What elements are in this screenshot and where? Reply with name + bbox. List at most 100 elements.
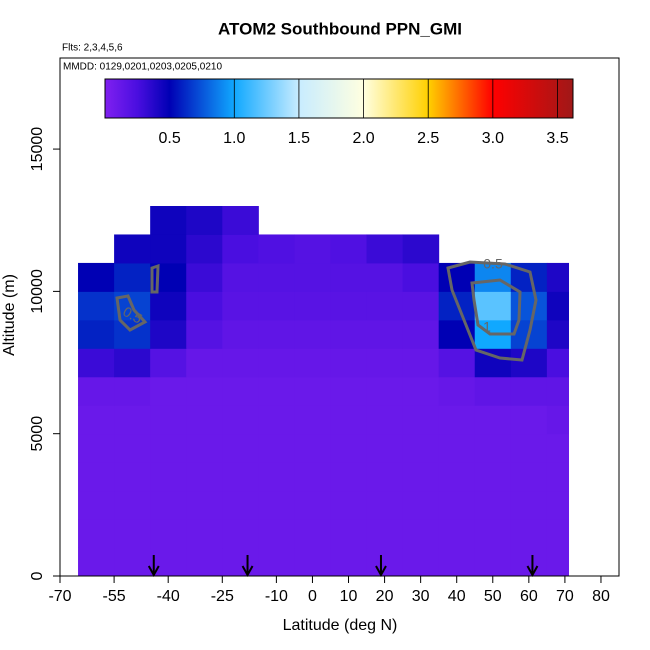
heatmap-cell [186,433,223,463]
heatmap-cell [78,319,115,349]
heatmap-cell [186,206,223,235]
y-tick-label: 15000 [29,127,46,172]
heatmap-cell [78,348,115,378]
heatmap-cell [402,433,440,463]
heatmap-cell [222,262,259,292]
heatmap-cell [186,405,223,435]
heatmap-cell [438,519,476,549]
heatmap-cell [186,348,223,378]
heatmap-cell [546,519,570,549]
heatmap-cell [330,490,368,520]
heatmap-cell [474,405,512,435]
heatmap-cell [510,547,548,577]
heatmap-cell [150,319,187,349]
heatmap-cell [366,405,404,435]
heatmap-cell [402,348,440,378]
heatmap-cell [402,234,440,264]
heatmap-cell [330,319,368,349]
heatmap-cell [366,433,404,463]
x-tick-label: 20 [376,588,394,605]
colorbar-tick-label: 3.5 [546,130,568,147]
heatmap-cell [438,348,476,378]
heatmap-cell [474,291,512,321]
heatmap-cell [150,462,187,492]
heatmap-cell [114,348,151,378]
heatmap-cell [438,462,476,492]
heatmap-cell [402,376,440,406]
heatmap-cell [366,547,404,577]
colorbar-tick-label: 3.0 [482,130,504,147]
y-axis-label: Altitude (m) [1,274,18,356]
heatmap-cell [330,405,368,435]
heatmap-cell [114,547,151,577]
heatmap-cell [222,319,259,349]
y-tick-label: 5000 [29,416,46,452]
heatmap-cell [258,405,295,435]
heatmap-cell [402,405,440,435]
contour-label: 0.5 [483,256,503,272]
x-tick-label: -70 [48,588,71,605]
heatmap-cell [186,490,223,520]
contour-label: 1 [483,319,491,335]
heatmap-cell [402,490,440,520]
heatmap-cell [402,319,440,349]
heatmap-cell [330,376,368,406]
heatmap-cell [222,348,259,378]
heatmap-cell [366,348,404,378]
heatmap-cell [474,490,512,520]
colorbar-tick-label: 1.0 [223,130,245,147]
heatmap-cell [186,376,223,406]
heatmap-cell [402,547,440,577]
contours [115,260,538,362]
heatmap-cell [114,234,151,264]
x-tick-label: 30 [412,588,430,605]
heatmap-cell [294,348,331,378]
heatmap-cell [402,462,440,492]
heatmap-cell [366,262,404,292]
heatmap-cell [114,462,151,492]
heatmap-cell [114,319,151,349]
x-tick-label: -10 [265,588,288,605]
marker-arrowhead [241,565,254,578]
x-tick-label: 70 [556,588,574,605]
heatmap-cell [186,234,223,264]
subtitle: Flts: 2,3,4,5,6 [62,43,123,54]
heatmap-cell [222,433,259,463]
heatmap-cell [366,376,404,406]
heatmap-cell [258,319,295,349]
x-tick-label: 60 [520,588,538,605]
heatmap-cell [366,291,404,321]
heatmap-cell [78,376,115,406]
heatmap-cell [222,462,259,492]
heatmap-cell [186,462,223,492]
heatmap-cell [150,433,187,463]
heatmap-cell [258,348,295,378]
heatmap-cell [294,405,331,435]
heatmap-cell [474,547,512,577]
heatmap-cell [330,348,368,378]
heatmap-cell [546,462,570,492]
heatmap-cell [222,547,259,577]
heatmap-cell [150,206,187,235]
heatmap-cell [330,234,368,264]
heatmap-cell [258,433,295,463]
heatmap-cell [402,291,440,321]
x-tick-label: -40 [157,588,180,605]
heatmap-cell [330,262,368,292]
heatmap-cell [474,462,512,492]
heatmap-cell [546,319,570,349]
heatmap-cell [258,291,295,321]
heatmap-cell [474,519,512,549]
heatmap-cell [510,462,548,492]
heatmap-cell [186,291,223,321]
annotation: MMDD: 0129,0201,0203,0205,0210 [63,62,222,73]
heatmap-cell [114,376,151,406]
heatmap-cell [78,262,115,292]
heatmap-cell [222,206,259,235]
heatmap-cell [186,262,223,292]
heatmap-cell [294,262,331,292]
heatmap-cell [438,547,476,577]
heatmap-cell [258,262,295,292]
heatmap-cell [222,234,259,264]
